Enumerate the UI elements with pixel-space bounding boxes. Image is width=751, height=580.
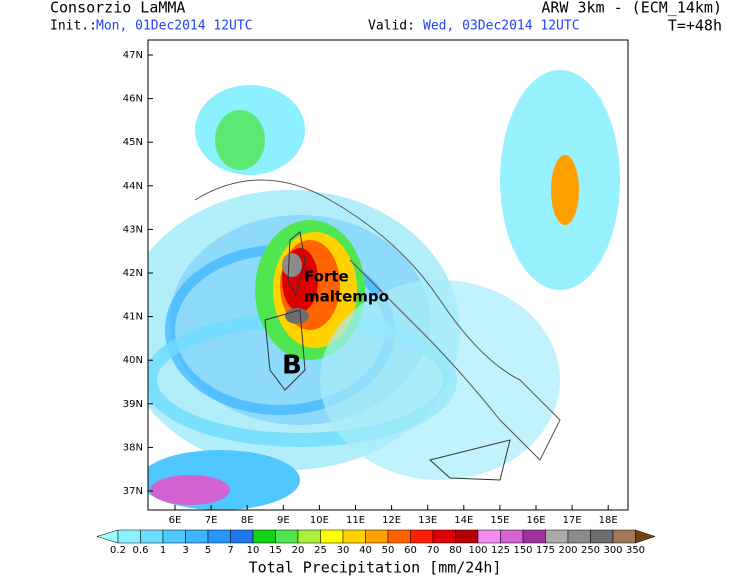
colorbar-label: 30 (337, 545, 350, 556)
colorbar-end (635, 529, 656, 544)
lat-label: 38N (123, 442, 143, 453)
colorbar-box (230, 529, 254, 544)
colorbar-box (612, 529, 636, 544)
colorbar-box (545, 529, 569, 544)
lat-label: 46N (123, 94, 143, 105)
colorbar-box (140, 529, 164, 544)
annotation-line: maltempo (304, 288, 389, 306)
colorbar-box (207, 529, 231, 544)
colorbar-end (96, 529, 119, 544)
colorbar-label: 100 (468, 545, 487, 556)
init-date: Mon, 01Dec2014 12UTC (96, 19, 253, 34)
colorbar-box (522, 529, 546, 544)
lat-label: 39N (123, 399, 143, 410)
lat-axis: 47N 46N 45N 44N 43N 42N 41N 40N 39N 38N 37N (123, 50, 153, 497)
lon-label: 8E (241, 515, 254, 526)
model: ARW 3km - (ECM_14km) (541, 0, 722, 17)
colorbar-box (590, 529, 614, 544)
colorbar-box (162, 529, 186, 544)
colorbar-box (477, 529, 501, 544)
lat-label: 41N (123, 312, 143, 323)
colorbar-label: 60 (404, 545, 417, 556)
colorbar-label: 70 (427, 545, 440, 556)
lead-time: T=+48h (668, 17, 722, 35)
colorbar-box (342, 529, 366, 544)
colorbar-label: 10 (247, 545, 260, 556)
lon-label: 15E (490, 515, 509, 526)
colorbar-label: 125 (491, 545, 510, 556)
colorbar-label: 80 (449, 545, 462, 556)
title: Consorzio LaMMA (50, 0, 185, 17)
colorbar-box (432, 529, 456, 544)
lon-label: 18E (599, 515, 618, 526)
colorbar-label: 5 (205, 545, 211, 556)
colorbar-box (320, 529, 344, 544)
colorbar-box (410, 529, 434, 544)
colorbar-label: 1 (160, 545, 166, 556)
lat-label: 40N (123, 355, 143, 366)
lon-label: 12E (382, 515, 401, 526)
colorbar-label: 7 (227, 545, 233, 556)
lon-label: 14E (454, 515, 473, 526)
map-frame (147, 39, 629, 511)
lon-axis: 6E 7E 8E 9E 10E 11E 12E 13E 14E 15E 16E 17E 18E (169, 505, 618, 526)
init-label: Init.: (50, 19, 97, 34)
colorbar-label: 175 (536, 545, 555, 556)
lon-label: 16E (526, 515, 545, 526)
colorbar-box (387, 529, 411, 544)
lat-label: 43N (123, 224, 143, 235)
low-pressure: B (282, 351, 302, 381)
colorbar-label: 25 (314, 545, 327, 556)
map: 47N 46N 45N 44N 43N 42N 41N 40N 39N 38N 37N 6E 7E 8E… (123, 39, 629, 526)
colorbar-box (297, 529, 321, 544)
colorbar-label: 3 (182, 545, 188, 556)
colorbar-label: 200 (558, 545, 577, 556)
colorbar-label: 350 (626, 545, 645, 556)
colorbar-box (185, 529, 209, 544)
lon-label: 9E (277, 515, 290, 526)
lon-label: 6E (169, 515, 182, 526)
colorbar-label: 20 (292, 545, 305, 556)
lon-label: 13E (418, 515, 437, 526)
lon-label: 7E (205, 515, 218, 526)
lon-label: 11E (346, 515, 365, 526)
lat-label: 37N (123, 486, 143, 497)
colorbar-box (117, 529, 141, 544)
colorbar-label: 250 (581, 545, 600, 556)
colorbar: 0.2 0.6 1 3 5 7 10 15 20 25 30 40 50 60 70 80 100 125 150 1… (96, 529, 656, 556)
valid-date: Wed, 03Dec2014 12UTC (423, 19, 580, 34)
valid-label: Valid: (368, 19, 415, 34)
colorbar-box (252, 529, 276, 544)
colorbar-box (365, 529, 389, 544)
colorbar-label: 15 (269, 545, 282, 556)
colorbar-box (500, 529, 524, 544)
colorbar-box (275, 529, 299, 544)
lon-label: 10E (310, 515, 329, 526)
annotation-line: Forte (304, 268, 349, 286)
lon-label: 17E (563, 515, 582, 526)
lat-label: 45N (123, 137, 143, 148)
colorbar-label: 40 (359, 545, 372, 556)
colorbar-label: 300 (603, 545, 622, 556)
precip-field (148, 40, 628, 510)
colorbar-label: 50 (382, 545, 395, 556)
colorbar-box (455, 529, 479, 544)
colorbar-label: 0.6 (133, 545, 149, 556)
colorbar-label: 150 (513, 545, 532, 556)
colorbar-box (567, 529, 591, 544)
lat-label: 42N (123, 268, 143, 279)
lat-label: 47N (123, 50, 143, 61)
lat-label: 44N (123, 181, 143, 192)
colorbar-title: Total Precipitation [mm/24h] (249, 559, 502, 577)
colorbar-label: 0.2 (110, 545, 126, 556)
